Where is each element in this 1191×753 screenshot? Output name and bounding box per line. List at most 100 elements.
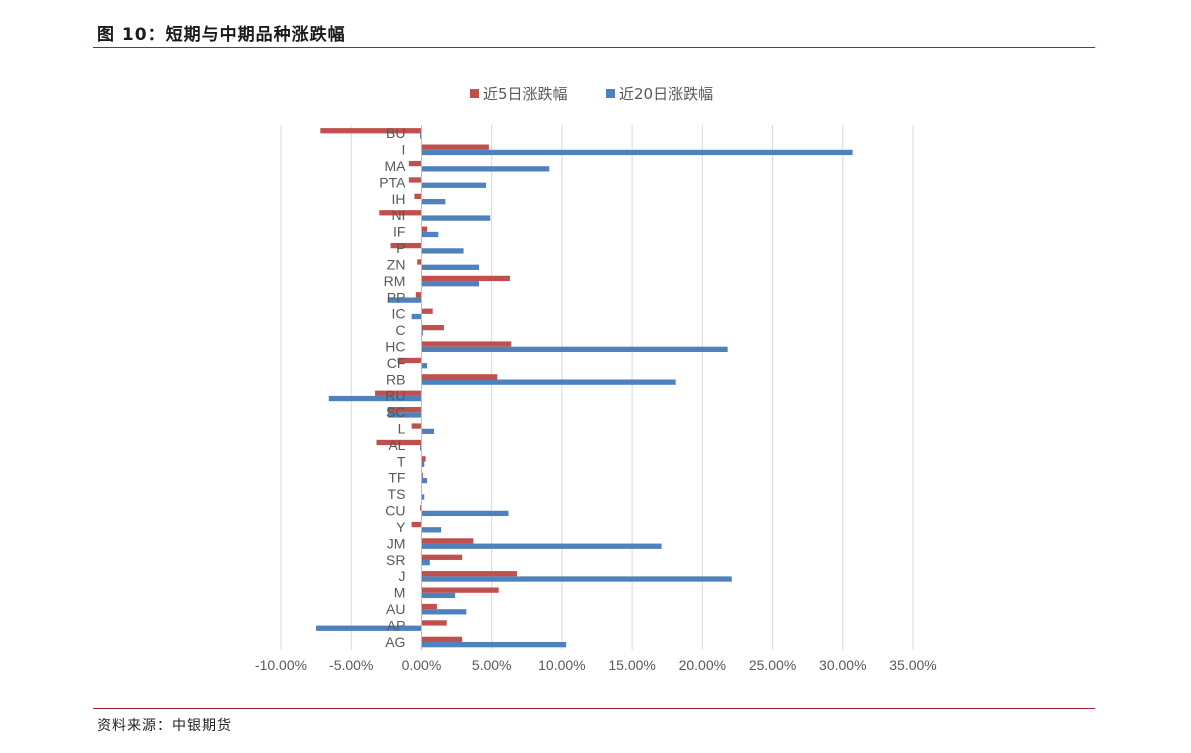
bar-sc-short [387, 407, 422, 413]
bar-ni-mid [421, 215, 491, 221]
category-label: ZN [387, 256, 406, 272]
bar-ap-short [421, 620, 447, 626]
bar-ag-short [421, 636, 463, 642]
category-label: IC [391, 306, 405, 322]
bar-t-mid [421, 461, 425, 467]
bar-bu-short [320, 128, 422, 134]
category-label: P [396, 240, 405, 256]
bar-j-short [421, 571, 517, 577]
category-label: RU [385, 388, 405, 404]
bar-l-short [411, 423, 422, 429]
bar-p-short [390, 242, 422, 249]
legend-swatch [606, 89, 615, 98]
bar-sc-mid [387, 412, 422, 418]
bar-hc-short [421, 341, 512, 347]
footer-rule [93, 708, 1095, 709]
bar-j-mid [421, 576, 732, 582]
chart-grid [280, 125, 914, 650]
x-tick-label: 15.00% [608, 657, 655, 673]
bar-t-short [421, 456, 426, 462]
figure-title: 图 10：短期与中期品种涨跌幅 [97, 25, 346, 45]
bar-rb-short [421, 374, 498, 380]
bar-ru-short [375, 390, 422, 396]
bar-rm-short [421, 275, 510, 282]
bar-cf-mid [421, 363, 428, 369]
bar-ic-short [421, 308, 433, 314]
category-label: HC [385, 338, 405, 354]
bar-y-short [411, 521, 422, 528]
category-label: I [402, 142, 406, 158]
x-tick-label: 35.00% [889, 657, 936, 673]
source-note: 资料来源：中银期货 [97, 718, 232, 734]
bar-rm-mid [421, 281, 480, 287]
x-tick-label: 10.00% [538, 657, 585, 673]
category-label: M [394, 585, 406, 601]
category-label: TS [388, 486, 406, 502]
category-label: MA [384, 158, 406, 174]
bar-y-mid [421, 527, 442, 533]
category-label: AU [386, 601, 405, 617]
bar-ih-mid [421, 199, 446, 205]
bar-i-mid [421, 149, 853, 156]
category-label: AG [385, 634, 405, 650]
bar-rb-mid [421, 379, 676, 385]
category-label: L [398, 421, 406, 437]
bar-if-mid [421, 231, 439, 238]
bar-pta-short [408, 177, 422, 183]
bar-l-mid [421, 428, 435, 435]
x-tick-labels: -10.00% -5.00% 0.00% 5.00% 10.00% 15.00% 20.00… [255, 657, 937, 673]
bar-ap-mid [316, 625, 422, 631]
bar-ic-mid [411, 313, 422, 320]
category-label: BU [386, 125, 405, 141]
legend-label: 近5日涨跌幅 [483, 85, 568, 103]
bar-hc-mid [421, 346, 728, 352]
bar-ts-mid [421, 494, 425, 500]
bar-ni-short [379, 210, 422, 216]
bar-au-short [421, 603, 437, 610]
category-label: CU [385, 503, 405, 519]
title-rule [93, 47, 1095, 48]
legend-swatch [470, 89, 479, 98]
bar-ru-mid [328, 395, 422, 402]
bar-pta-mid [421, 182, 487, 188]
bar-zn-short [417, 259, 422, 265]
chart-legend: 近5日涨跌幅 近20日涨跌幅 [470, 85, 713, 103]
bar-pp-mid [387, 297, 422, 303]
bar-c-short [421, 324, 444, 331]
category-labels: BUIMAPTAIHNIIFPZNRMPPICCHCCFRBRUSCLALTTF… [379, 125, 406, 650]
category-label: C [395, 322, 405, 338]
category-label: JM [387, 535, 406, 551]
bar-jm-short [421, 538, 474, 544]
category-label: NI [391, 207, 405, 223]
category-label: RM [384, 273, 406, 289]
bar-p-mid [421, 248, 464, 254]
x-tick-label: -10.00% [255, 657, 307, 673]
bar-tf-mid [421, 477, 428, 484]
bar-jm-mid [421, 543, 662, 549]
bar-al-mid [420, 445, 422, 451]
x-tick-label: 5.00% [472, 657, 512, 673]
bar-ma-mid [421, 166, 550, 172]
bar-cu-mid [421, 510, 509, 517]
category-label: T [397, 453, 406, 469]
bar-c-mid [421, 330, 423, 336]
category-label: PP [387, 289, 406, 305]
category-label: SC [386, 404, 405, 420]
x-tick-label: 0.00% [402, 657, 442, 673]
bar-m-mid [421, 592, 456, 599]
legend-label: 近20日涨跌幅 [619, 85, 713, 103]
bar-al-short [376, 439, 422, 446]
bar-ag-mid [421, 641, 567, 648]
bar-ih-short [414, 193, 422, 200]
x-tick-label: -5.00% [329, 657, 373, 673]
bar-tf-short [421, 472, 423, 478]
bar-cu-short [420, 505, 422, 511]
category-label: IF [393, 224, 405, 240]
bar-cf-short [397, 357, 422, 364]
bar-sr-mid [421, 559, 430, 566]
bar-if-short [421, 226, 428, 232]
bar-zn-mid [421, 264, 480, 270]
bar-m-short [421, 587, 499, 593]
category-label: J [398, 568, 405, 584]
